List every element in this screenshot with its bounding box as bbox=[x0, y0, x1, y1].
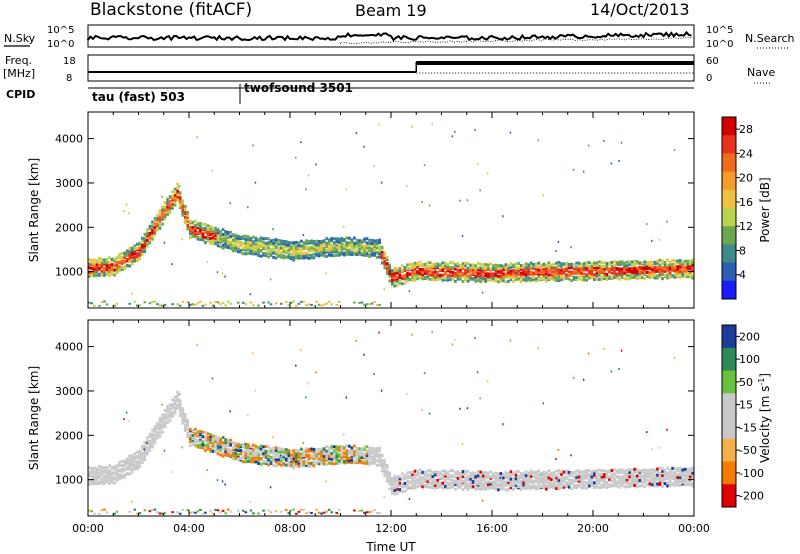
colorbar-swatch bbox=[722, 461, 736, 485]
noise-panel-frame bbox=[87, 24, 695, 48]
freq-unit: [MHz] bbox=[3, 67, 35, 80]
x-tick-label: 12:00 bbox=[375, 522, 407, 535]
freq-label: Freq. bbox=[5, 54, 32, 67]
colorbar-tick-label: 24 bbox=[739, 147, 753, 160]
colorbar-swatch bbox=[722, 280, 736, 300]
power-heatmap bbox=[88, 123, 695, 307]
x-tick-label: 00:00 bbox=[72, 522, 104, 535]
x-tick-label: 16:00 bbox=[476, 522, 508, 535]
colorbar-tick-label: 4 bbox=[739, 269, 746, 282]
x-tick-label: 00:00 bbox=[678, 522, 710, 535]
colorbar-tick-label: 50 bbox=[739, 376, 753, 389]
cpid-label: CPID bbox=[6, 88, 35, 101]
y-tick-label: 1000 bbox=[55, 474, 83, 487]
power-ylabel: Slant Range [km] bbox=[27, 158, 41, 262]
nave-tick-bottom: 0 bbox=[706, 73, 712, 84]
colorbar-tick-label: 16 bbox=[739, 196, 753, 209]
colorbar-swatch bbox=[722, 438, 736, 462]
freq-tick-bottom: 8 bbox=[66, 73, 72, 84]
cpid-segment-1: tau (fast) 503 bbox=[92, 90, 185, 104]
colorbar-swatch bbox=[722, 208, 736, 227]
y-tick-label: 3000 bbox=[55, 177, 83, 190]
colorbar-tick-label: 200 bbox=[739, 330, 760, 343]
nave-tick-top: 60 bbox=[706, 56, 719, 67]
colorbar-swatch bbox=[722, 117, 736, 136]
figure-title: Blackstone (fitACF) bbox=[90, 0, 252, 20]
freq-panel-frame bbox=[87, 54, 695, 82]
x-tick-label: 04:00 bbox=[173, 522, 205, 535]
date-label: 14/Oct/2013 bbox=[590, 0, 690, 19]
colorbar-tick-label: -200 bbox=[739, 490, 764, 503]
noise-tick-top-left: 10^5 bbox=[47, 25, 74, 36]
colorbar-tick-label: 15 bbox=[739, 399, 753, 412]
colorbar-swatch bbox=[722, 189, 736, 209]
beam-label: Beam 19 bbox=[355, 1, 427, 20]
colorbar-swatch bbox=[722, 347, 736, 371]
colorbar-tick-label: -100 bbox=[739, 467, 764, 480]
power-colorbar: 4 8 12 16 20 24 28 bbox=[721, 116, 753, 300]
colorbar-tick-label: 8 bbox=[739, 244, 746, 257]
x-axis-label: Time UT bbox=[365, 540, 416, 554]
colorbar-swatch bbox=[722, 226, 736, 245]
noise-tick-bottom-left: 10^0 bbox=[47, 39, 74, 50]
y-tick-label: 2000 bbox=[55, 221, 83, 234]
y-tick-label: 4000 bbox=[55, 341, 83, 354]
colorbar-swatch bbox=[722, 370, 736, 394]
y-tick-label: 1000 bbox=[55, 266, 83, 279]
y-tick-label: 3000 bbox=[55, 385, 83, 398]
y-tick-label: 2000 bbox=[55, 429, 83, 442]
colorbar-swatch bbox=[722, 325, 736, 349]
velocity-colorbar: 200 100 50 15 -15 -50 -100 -200 bbox=[721, 324, 764, 508]
freq-tick-top: 18 bbox=[63, 56, 76, 67]
power-colorbar-label: Power [dB] bbox=[758, 177, 772, 242]
x-tick-label: 20:00 bbox=[577, 522, 609, 535]
colorbar-swatch bbox=[722, 484, 736, 508]
noise-trace bbox=[87, 30, 693, 45]
noise-tick-bottom-right: 10^0 bbox=[706, 39, 733, 50]
cpid-segment-2: twofsound 3501 bbox=[244, 81, 353, 95]
velocity-colorbar-label: Velocity [m s-1] bbox=[757, 373, 772, 463]
colorbar-swatch bbox=[722, 153, 736, 173]
colorbar-tick-label: -15 bbox=[739, 421, 757, 434]
y-tick-label: 4000 bbox=[55, 133, 83, 146]
nsky-label: N.Sky bbox=[4, 32, 36, 45]
power-axes: 1000 2000 3000 4000 bbox=[55, 112, 695, 308]
freq-trace bbox=[88, 61, 694, 74]
nave-label: Nave bbox=[747, 66, 775, 79]
x-tick-label: 08:00 bbox=[274, 522, 306, 535]
colorbar-swatch bbox=[722, 135, 736, 154]
colorbar-tick-label: 100 bbox=[739, 353, 760, 366]
velocity-heatmap bbox=[88, 331, 695, 515]
colorbar-swatch bbox=[722, 244, 736, 264]
colorbar-swatch bbox=[722, 393, 736, 417]
colorbar-tick-label: 28 bbox=[739, 123, 753, 136]
colorbar-swatch bbox=[722, 262, 736, 282]
velocity-ylabel: Slant Range [km] bbox=[27, 366, 41, 470]
nsearch-label: N.Search bbox=[745, 32, 795, 45]
colorbar-swatch bbox=[722, 171, 736, 191]
noise-tick-top-right: 10^5 bbox=[706, 25, 733, 36]
colorbar-tick-label: 20 bbox=[739, 172, 753, 185]
colorbar-swatch bbox=[722, 416, 736, 440]
velocity-axes: 1000 2000 3000 4000 00:00 04:00 08:00 12:00 16:0… bbox=[55, 320, 710, 535]
colorbar-tick-label: 12 bbox=[739, 220, 753, 233]
colorbar-tick-label: -50 bbox=[739, 444, 757, 457]
